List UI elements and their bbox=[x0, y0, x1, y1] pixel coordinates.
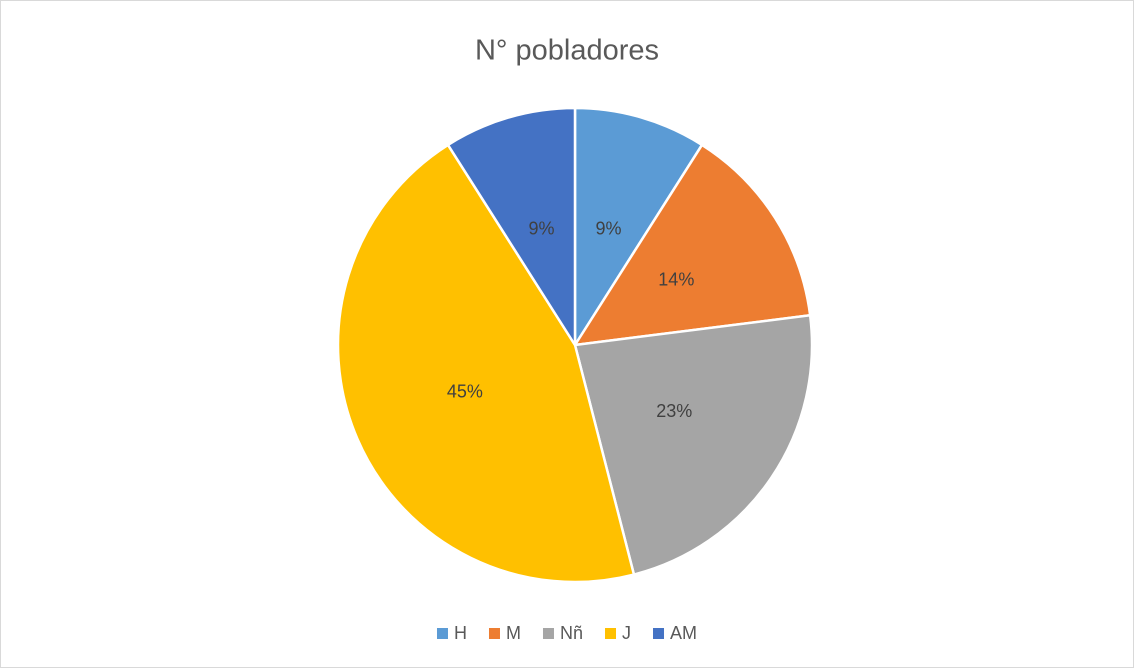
legend-label: Nñ bbox=[560, 623, 583, 643]
data-label: 9% bbox=[595, 219, 621, 239]
chart-title: N° pobladores bbox=[475, 35, 659, 67]
pie-slice bbox=[573, 313, 814, 577]
legend-label: M bbox=[506, 623, 521, 643]
pie-slice bbox=[572, 143, 812, 347]
data-label: 14% bbox=[658, 269, 694, 289]
data-label: 45% bbox=[447, 381, 483, 401]
legend-swatch bbox=[436, 628, 448, 639]
legend-swatch bbox=[488, 628, 500, 639]
pie-slice bbox=[573, 106, 704, 350]
data-label: 23% bbox=[656, 401, 692, 421]
legend-swatch bbox=[605, 628, 617, 639]
legend-swatch bbox=[653, 628, 665, 639]
legend-swatch bbox=[542, 628, 554, 639]
legend-label: AM bbox=[670, 623, 697, 643]
legend-label: J bbox=[622, 623, 631, 643]
data-label: 9% bbox=[529, 219, 555, 239]
pie-slice bbox=[446, 106, 577, 350]
pie-slice bbox=[336, 143, 636, 584]
legend-label: H bbox=[454, 623, 467, 643]
